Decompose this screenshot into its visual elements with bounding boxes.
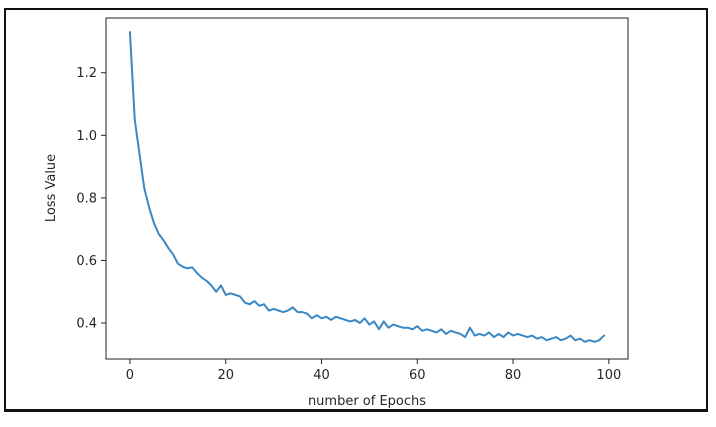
x-axis-ticks: 0 20 40 60 80 100 xyxy=(126,359,621,383)
x-tick-label: 40 xyxy=(313,368,330,383)
plot-area xyxy=(106,18,628,359)
x-tick-label: 20 xyxy=(217,368,234,383)
y-axis-label: Loss Value xyxy=(44,154,59,222)
y-tick-label: 0.8 xyxy=(76,191,97,206)
axes-frame xyxy=(105,17,629,360)
y-tick-label: 1.2 xyxy=(76,66,97,81)
x-axis-label: number of Epochs xyxy=(308,394,426,409)
x-tick-label: 100 xyxy=(596,368,621,383)
loss-line-chart: 0 20 40 60 80 100 0.4 0.6 0.8 1.0 1.2 number of E… xyxy=(44,17,629,409)
x-tick-label: 0 xyxy=(126,368,134,383)
series-line xyxy=(128,31,606,343)
y-tick-label: 1.0 xyxy=(76,129,97,144)
y-axis-ticks: 0.4 0.6 0.8 1.0 1.2 xyxy=(76,66,106,332)
x-tick-label: 80 xyxy=(505,368,522,383)
y-tick-label: 0.6 xyxy=(76,254,97,269)
figure-frame: 0 20 40 60 80 100 0.4 0.6 0.8 1.0 1.2 number of E… xyxy=(4,8,708,412)
x-tick-label: 60 xyxy=(409,368,426,383)
y-tick-label: 0.4 xyxy=(76,317,97,332)
